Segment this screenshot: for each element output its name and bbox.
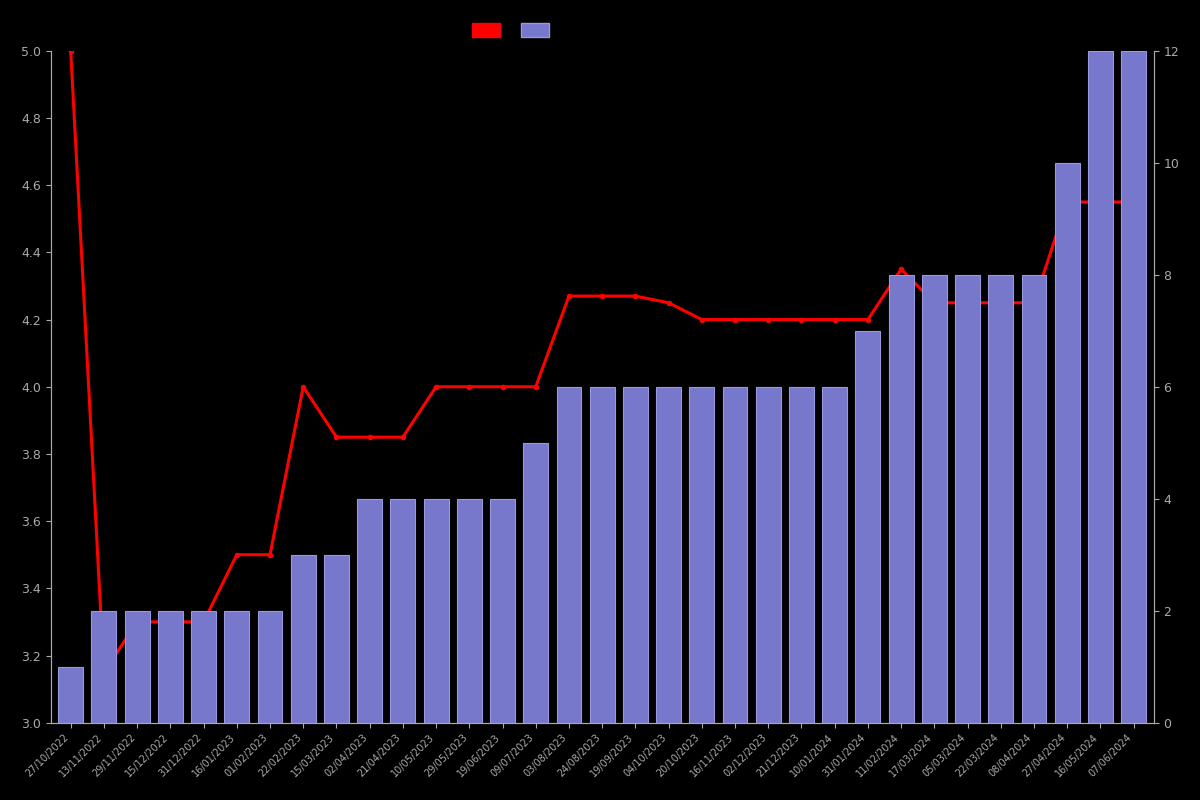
Legend: , : ,: [467, 18, 562, 43]
Bar: [1021, 274, 1046, 722]
Bar: [390, 498, 415, 722]
Bar: [224, 610, 250, 722]
Bar: [258, 610, 282, 722]
Bar: [722, 386, 748, 722]
Bar: [191, 610, 216, 722]
Bar: [59, 666, 83, 722]
Bar: [91, 610, 116, 722]
Bar: [955, 274, 980, 722]
Bar: [623, 386, 648, 722]
Bar: [1088, 51, 1112, 722]
Bar: [557, 386, 582, 722]
Bar: [125, 610, 150, 722]
Bar: [1121, 51, 1146, 722]
Bar: [822, 386, 847, 722]
Bar: [424, 498, 449, 722]
Bar: [656, 386, 682, 722]
Bar: [290, 554, 316, 722]
Bar: [889, 274, 913, 722]
Bar: [358, 498, 382, 722]
Bar: [324, 554, 349, 722]
Bar: [457, 498, 481, 722]
Bar: [523, 442, 548, 722]
Bar: [989, 274, 1013, 722]
Bar: [922, 274, 947, 722]
Bar: [1055, 163, 1080, 722]
Bar: [756, 386, 781, 722]
Bar: [689, 386, 714, 722]
Bar: [490, 498, 515, 722]
Bar: [856, 330, 881, 722]
Bar: [158, 610, 182, 722]
Bar: [589, 386, 614, 722]
Bar: [790, 386, 814, 722]
